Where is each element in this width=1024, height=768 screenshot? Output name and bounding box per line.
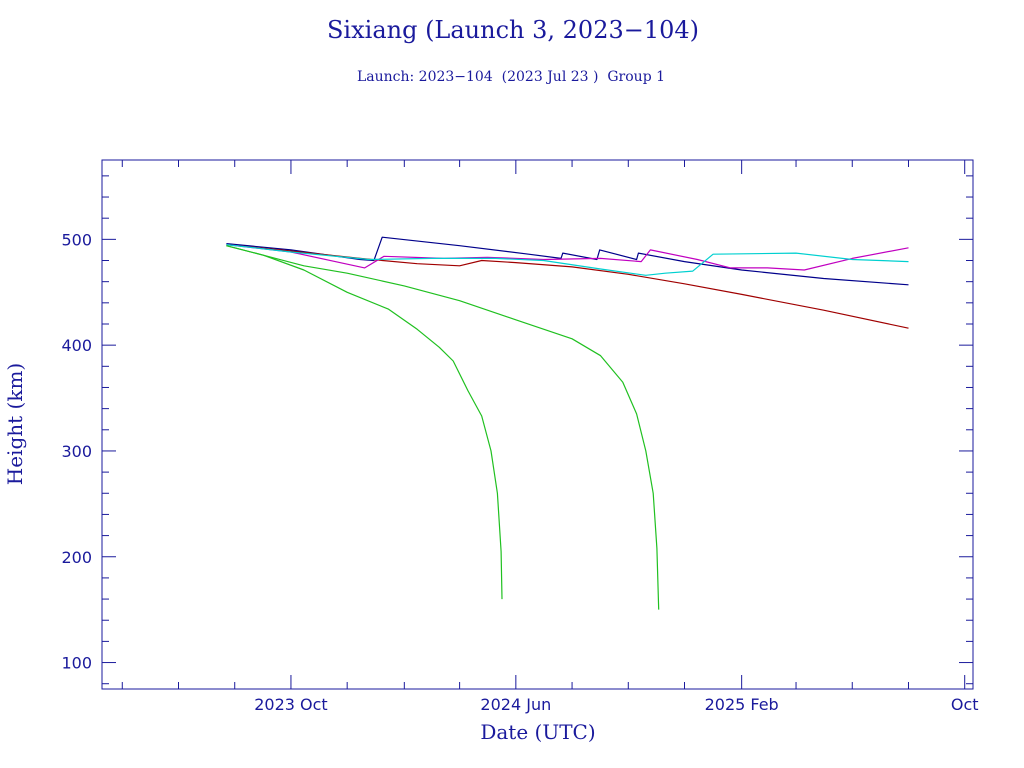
x-axis-title: Date (UTC)	[480, 720, 595, 744]
x-tick-label: 2025 Feb	[705, 695, 779, 714]
series-line-3	[226, 244, 909, 271]
series-line-6	[226, 245, 660, 610]
series-line-1	[226, 236, 909, 286]
plot-area: 100 200 300 400 500 2023 Oct 2024 Jun 2025 Feb O…	[61, 159, 979, 714]
x-tick-label: 2023 Oct	[254, 695, 327, 714]
x-tick-label: 2024 Jun	[480, 695, 551, 714]
y-tick-label: 400	[61, 336, 92, 355]
series-line-4	[226, 244, 909, 276]
plot-frame	[101, 159, 974, 690]
y-tick-label: 300	[61, 442, 92, 461]
y-axis-title: Height (km)	[3, 363, 27, 485]
chart-title: Sixiang (Launch 3, 2023−104)	[327, 16, 699, 44]
chart-subtitle: Launch: 2023−104 (2023 Jul 23 ) Group 1	[357, 69, 665, 85]
x-tick-label: Oct	[951, 695, 979, 714]
series-line-2	[226, 244, 909, 329]
y-tick-label: 200	[61, 548, 92, 567]
y-tick-label: 500	[61, 230, 92, 249]
y-tick-label: 100	[61, 654, 92, 673]
series-line-5	[226, 245, 503, 600]
